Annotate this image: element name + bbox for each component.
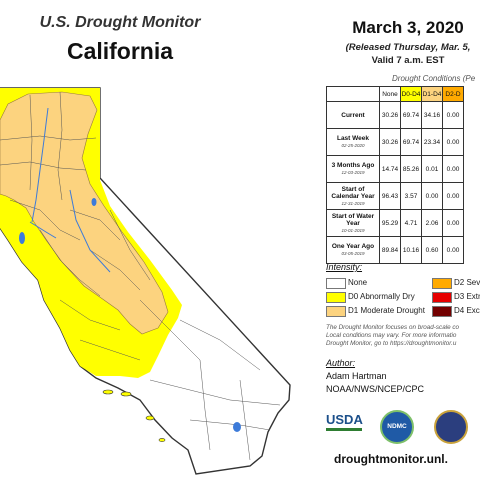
cell: 2.06: [421, 209, 443, 237]
rivers: [29, 107, 111, 273]
cell: 95.29: [379, 209, 401, 237]
intensity-title: Intensity:: [326, 262, 363, 272]
cell: 69.74: [400, 101, 422, 129]
legend-label-d4: D4 Exc: [454, 306, 480, 315]
legend-label-none: None: [348, 278, 368, 287]
cell: 69.74: [400, 128, 422, 156]
cell: 0.00: [442, 128, 464, 156]
header-right: March 3, 2020 (Released Thursday, Mar. 5…: [328, 18, 480, 66]
ndmc-logo: NDMC: [380, 410, 414, 444]
note-line: Local conditions may vary. For more info…: [326, 332, 457, 339]
cell: 85.26: [400, 155, 422, 183]
row-label: 3 Months Ago 12-03-2019: [326, 155, 380, 183]
table-row: One Year Ago 03-05-2019 89.84 10.16 0.60 …: [326, 236, 464, 264]
author-name: Adam Hartman: [326, 371, 387, 381]
map-date: March 3, 2020: [352, 18, 464, 37]
conditions-table: None D0-D4 D1-D4 D2-D Current 30.26 69.7…: [326, 86, 464, 264]
county-lines: [0, 91, 281, 461]
row-label: Last Week 02-25-2020: [326, 128, 380, 156]
cell: 0.60: [421, 236, 443, 264]
cell: 0.00: [442, 155, 464, 183]
cell: 89.84: [379, 236, 401, 264]
map-subtitle: U.S. Drought Monitor: [39, 14, 201, 31]
cell: 0.00: [421, 182, 443, 210]
table-row: Last Week 02-25-2020 30.26 69.74 23.34 0.…: [326, 128, 464, 156]
legend-swatch-d3: [432, 292, 452, 303]
col-header: None: [379, 86, 401, 102]
legend-label-d1: D1 Moderate Drought: [348, 306, 425, 315]
conditions-title: Drought Conditions (Pe: [392, 74, 476, 83]
cell: 0.00: [442, 236, 464, 264]
channel-islands: [102, 389, 166, 442]
header-left: U.S. Drought Monitor California: [0, 14, 240, 65]
col-header: D2-D: [442, 86, 464, 102]
usda-logo: USDA: [326, 412, 363, 427]
cell: 23.34: [421, 128, 443, 156]
legend-swatch-d0: [326, 292, 346, 303]
cell: 30.26: [379, 128, 401, 156]
release-date: (Released Thursday, Mar. 5,: [345, 42, 471, 53]
cell: 4.71: [400, 209, 422, 237]
bay-area-water: [19, 232, 25, 244]
legend-swatch-none: [326, 278, 346, 289]
map-state-title: California: [66, 38, 174, 64]
legend-label-d3: D3 Extr: [454, 292, 480, 301]
row-label: Start of Water Year 10-01-2019: [326, 209, 380, 237]
row-label: Start of Calendar Year 12-31-2019: [326, 182, 380, 210]
cell: 14.74: [379, 155, 401, 183]
col-header: D1-D4: [421, 86, 443, 102]
legend-label-d0: D0 Abnormally Dry: [348, 292, 415, 301]
lake-tahoe: [91, 198, 97, 206]
legend-swatch-d2: [432, 278, 452, 289]
cell: 30.26: [379, 101, 401, 129]
legend-label-d2: D2 Sev: [454, 278, 480, 287]
table-row: Current 30.26 69.74 34.16 0.00: [326, 101, 464, 129]
cell: 3.57: [400, 182, 422, 210]
cell: 0.01: [421, 155, 443, 183]
cell: 10.16: [400, 236, 422, 264]
legend-swatch-d1: [326, 306, 346, 317]
cell: 0.00: [442, 209, 464, 237]
salton-sea: [233, 422, 241, 432]
cell: 96.43: [379, 182, 401, 210]
table-row: 3 Months Ago 12-03-2019 14.74 85.26 0.01 …: [326, 155, 464, 183]
monitor-note: The Drought Monitor focuses on broad-sca…: [326, 324, 480, 348]
author-org: NOAA/NWS/NCEP/CPC: [326, 384, 425, 394]
commerce-seal-icon: [434, 410, 468, 444]
col-header: D0-D4: [400, 86, 422, 102]
california-drought-map: [0, 87, 291, 475]
note-line: The Drought Monitor focuses on broad-sca…: [326, 324, 460, 331]
row-label: One Year Ago 03-05-2019: [326, 236, 380, 264]
usda-logo-bar: [326, 428, 362, 431]
author-title: Author:: [326, 358, 356, 368]
cell: 34.16: [421, 101, 443, 129]
corner-cell: [326, 86, 380, 102]
cell: 0.00: [442, 101, 464, 129]
cell: 0.00: [442, 182, 464, 210]
valid-time: Valid 7 a.m. EST: [371, 55, 445, 66]
row-label: Current: [326, 101, 380, 129]
legend-swatch-d4: [432, 306, 452, 317]
table-row: Start of Water Year 10-01-2019 95.29 4.71…: [326, 209, 464, 237]
website-url[interactable]: droughtmonitor.unl.: [334, 452, 448, 466]
note-line: Drought Monitor, go to https://droughtmo…: [326, 340, 457, 347]
table-row: Start of Calendar Year 12-31-2019 96.43 3…: [326, 182, 464, 210]
